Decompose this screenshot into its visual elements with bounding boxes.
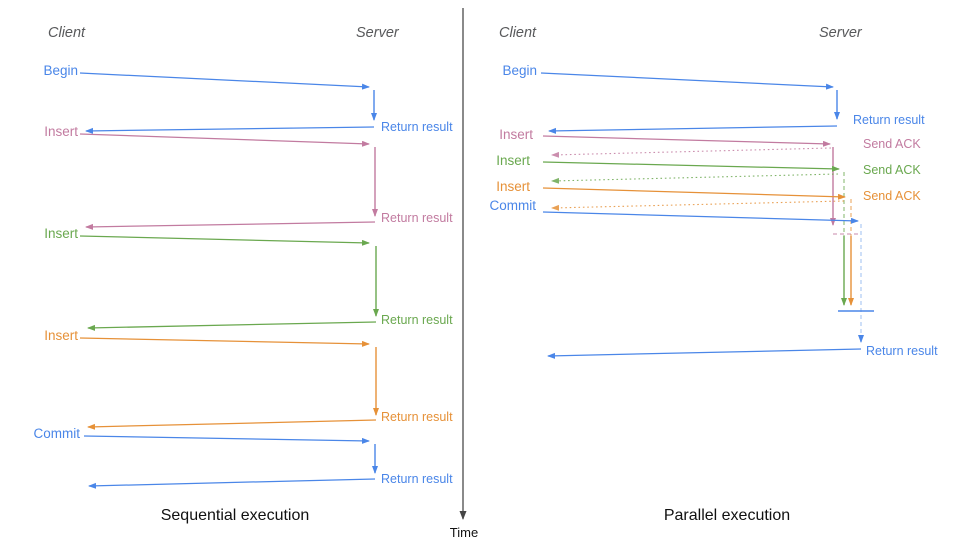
ack-line [551,147,832,158]
response-line [87,321,377,331]
client-header: Client [48,25,86,41]
op-label: Insert [44,124,78,139]
ack-line [551,173,839,184]
response-line [87,419,377,430]
request-line [542,161,840,172]
op-insert-3: Insert Return result [44,328,453,430]
response-line [548,125,838,134]
client-header: Client [499,25,537,41]
response-label: Return result [381,211,453,225]
op-begin: Begin Return result [502,63,925,134]
ack-line [551,200,845,211]
ack-label: Send ACK [863,189,921,203]
op-label: Insert [44,226,78,241]
op-label: Commit [490,198,537,213]
request-line [542,187,846,200]
op-begin: Begin Return result [43,63,453,134]
response-label: Return result [853,113,925,127]
op-commit: Commit Return result [34,426,453,489]
op-insert-1: Insert Return result [44,124,453,230]
request-line [79,235,370,246]
op-label: Insert [496,153,530,168]
server-header: Server [819,25,863,41]
response-label: Return result [866,344,938,358]
request-line [79,337,370,347]
op-label: Begin [43,63,78,78]
ack-label: Send ACK [863,137,921,151]
request-line [79,72,370,90]
response-label: Return result [381,410,453,424]
panel-parallel: Client Server Begin Return result Insert… [490,25,939,524]
op-insert-1: Insert Send ACK [499,127,921,226]
time-axis-label: Time [450,525,478,540]
request-line [83,435,370,444]
response-line [547,348,862,359]
request-line [542,135,831,147]
op-label: Begin [502,63,537,78]
op-label: Insert [44,328,78,343]
request-line [542,211,859,224]
op-label: Commit [34,426,81,441]
request-line [540,72,834,90]
op-commit: Commit Return result [490,198,938,359]
response-label: Return result [381,120,453,134]
op-insert-2: Insert Send ACK [496,153,921,306]
response-label: Return result [381,472,453,486]
op-insert-2: Insert Return result [44,226,453,331]
server-header: Server [356,25,400,41]
panel-caption: Parallel execution [664,507,790,524]
op-label: Insert [499,127,533,142]
request-line [79,133,370,147]
time-axis: Time [450,8,478,540]
response-label: Return result [381,313,453,327]
response-line [85,221,376,230]
op-label: Insert [496,179,530,194]
ack-label: Send ACK [863,163,921,177]
op-insert-3: Insert Send ACK [496,179,921,306]
panel-sequential: Client Server Begin Return result Insert… [34,25,454,524]
response-line [88,478,376,489]
response-line [85,126,375,134]
panel-caption: Sequential execution [161,507,310,524]
